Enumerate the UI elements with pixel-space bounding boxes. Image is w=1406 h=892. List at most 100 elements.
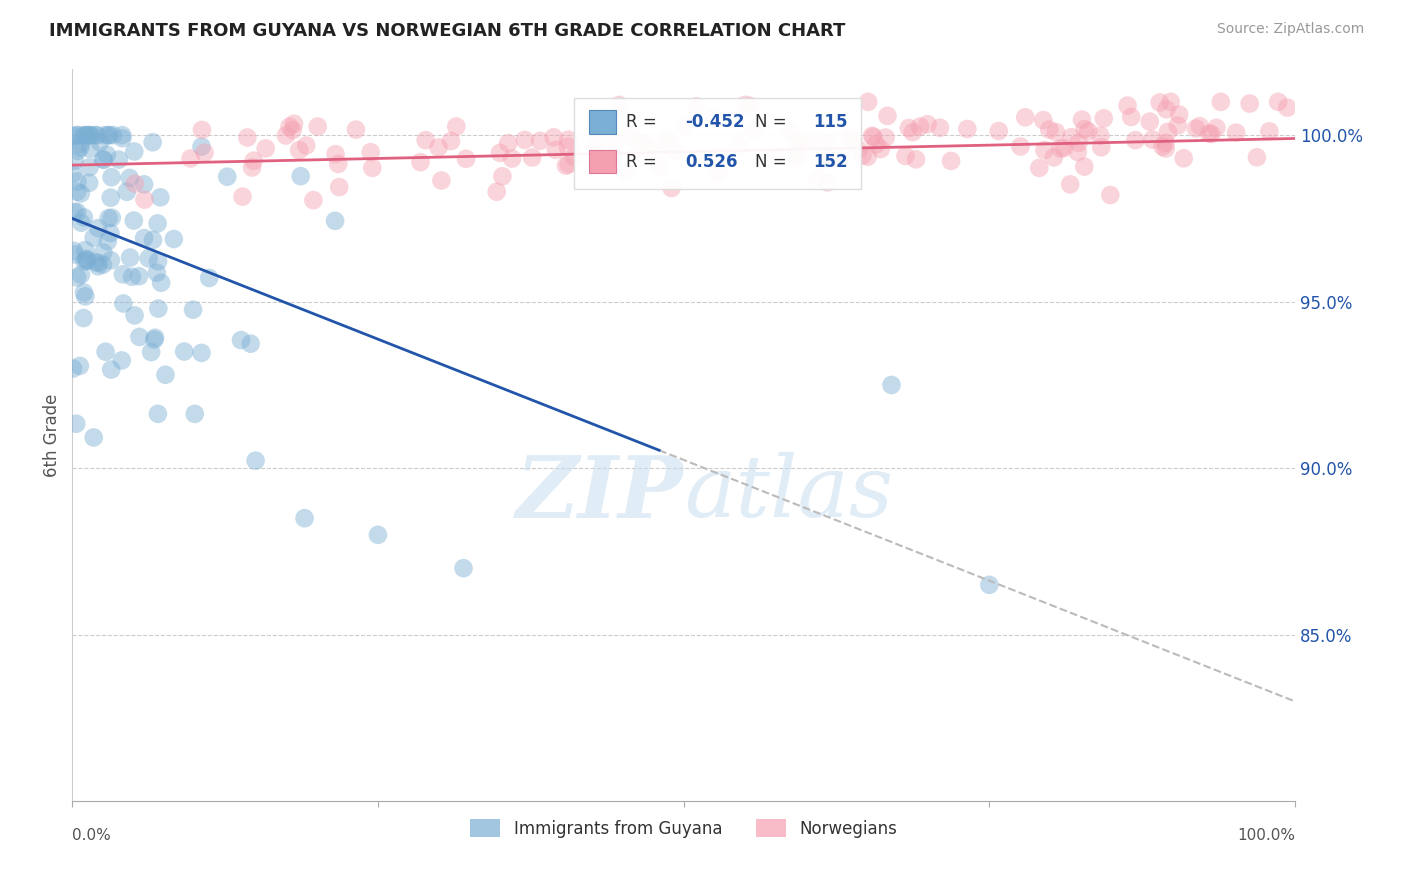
Point (66, 185, 89, 199)
Point (600, 150, 623, 164)
Point (236, 130, 259, 145)
Point (585, 136, 607, 151)
Point (63, 247, 86, 261)
Point (107, 153, 129, 167)
Point (842, 133, 865, 147)
Point (87, 221, 110, 235)
Point (1157, 125, 1180, 139)
Point (1099, 188, 1122, 202)
Point (190, 346, 212, 360)
Text: N =: N = (755, 113, 792, 131)
Point (640, 142, 662, 156)
Point (242, 153, 264, 168)
Point (245, 453, 267, 467)
Point (124, 177, 146, 191)
Point (1277, 101, 1299, 115)
Point (876, 109, 898, 123)
Point (254, 141, 277, 155)
Point (1060, 130, 1083, 145)
Point (283, 117, 305, 131)
Point (605, 135, 627, 149)
Point (1067, 136, 1090, 150)
Point (86, 128, 108, 143)
Point (908, 120, 931, 134)
Point (707, 167, 730, 181)
Point (588, 148, 610, 162)
Point (607, 98, 630, 112)
Point (1067, 145, 1090, 159)
Point (288, 143, 311, 157)
Point (91, 258, 114, 272)
Point (557, 157, 579, 171)
Point (149, 190, 172, 204)
Point (440, 134, 463, 148)
Point (63, 153, 86, 168)
Point (415, 133, 437, 147)
Point (65, 417, 87, 431)
Point (901, 125, 924, 139)
Point (66, 205, 89, 219)
Point (190, 139, 212, 153)
Point (100, 191, 122, 205)
Point (128, 330, 150, 344)
Point (1077, 124, 1099, 138)
Point (496, 136, 519, 150)
Text: IMMIGRANTS FROM GUYANA VS NORWEGIAN 6TH GRADE CORRELATION CHART: IMMIGRANTS FROM GUYANA VS NORWEGIAN 6TH … (49, 22, 845, 40)
Point (132, 178, 155, 192)
Point (191, 123, 214, 137)
Point (661, 181, 683, 195)
Point (360, 145, 382, 160)
Point (217, 169, 239, 184)
Bar (589, 111, 616, 134)
Point (361, 161, 384, 175)
Point (134, 193, 156, 207)
Point (1168, 107, 1191, 121)
Point (146, 216, 169, 230)
Point (1092, 112, 1115, 126)
Point (93, 153, 115, 167)
Text: 115: 115 (813, 113, 848, 131)
Point (785, 142, 807, 156)
Point (1033, 143, 1056, 157)
Point (180, 152, 202, 166)
Point (1205, 120, 1227, 135)
Point (765, 149, 787, 163)
Point (83, 430, 105, 444)
Point (148, 301, 170, 316)
Point (454, 152, 477, 166)
Point (62, 244, 84, 258)
Point (70, 216, 93, 230)
Point (856, 95, 879, 109)
Point (229, 333, 252, 347)
Point (658, 135, 681, 149)
Point (1258, 124, 1281, 138)
Point (70, 268, 93, 282)
Point (94, 128, 117, 143)
Point (807, 170, 830, 185)
Point (880, 378, 903, 392)
Point (1116, 98, 1139, 112)
Point (111, 128, 134, 143)
Point (1121, 110, 1143, 124)
Point (862, 129, 884, 144)
Point (869, 142, 891, 156)
Point (837, 131, 859, 145)
Point (143, 333, 166, 347)
Point (96, 147, 118, 161)
Y-axis label: 6th Grade: 6th Grade (44, 393, 60, 476)
Text: 0.526: 0.526 (685, 153, 737, 170)
Point (860, 128, 883, 143)
Point (325, 147, 347, 161)
Point (323, 214, 346, 228)
Point (150, 276, 173, 290)
Point (491, 169, 513, 184)
Point (146, 254, 169, 268)
Point (409, 155, 432, 169)
Point (75, 243, 97, 257)
Point (1073, 122, 1095, 136)
Text: atlas: atlas (683, 452, 893, 535)
Point (1246, 150, 1268, 164)
Point (328, 180, 350, 194)
Point (1090, 128, 1112, 143)
Point (75, 128, 97, 143)
